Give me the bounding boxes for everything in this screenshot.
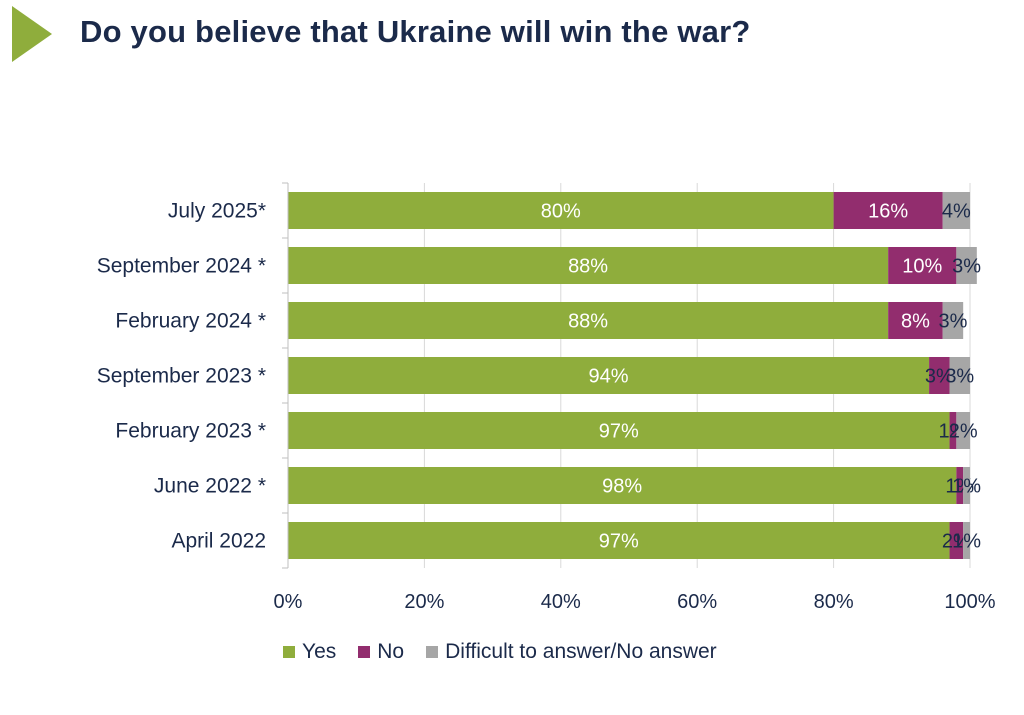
x-tick-label: 100%	[944, 591, 995, 613]
bar-segment	[942, 302, 964, 339]
data-label: 1%	[952, 531, 981, 553]
header-arrow-icon	[12, 6, 52, 62]
data-label: 94%	[589, 366, 629, 388]
x-tick-label: 60%	[677, 591, 717, 613]
chart-legend: Yes No Difficult to answer/No answer	[283, 640, 739, 664]
data-label: 88%	[568, 311, 608, 333]
chart-title: Do you believe that Ukraine will win the…	[80, 14, 751, 49]
bar-segment	[288, 302, 889, 339]
bar-segment	[833, 192, 943, 229]
bar-segment	[288, 467, 957, 504]
x-tick-label: 40%	[541, 591, 581, 613]
data-label: 4%	[942, 201, 971, 223]
category-label: February 2023 *	[115, 420, 266, 443]
data-label: 88%	[568, 256, 608, 278]
legend-item-difficult: Difficult to answer/No answer	[426, 640, 717, 664]
legend-label-no: No	[377, 640, 405, 663]
bar-segment	[949, 412, 957, 449]
x-tick-label: 20%	[404, 591, 444, 613]
bar-segment	[963, 467, 970, 504]
category-label: April 2022	[171, 530, 266, 553]
category-label: February 2024 *	[115, 310, 266, 333]
bar-segment	[942, 192, 970, 229]
category-label: September 2023 *	[97, 365, 266, 388]
bar-segment	[288, 192, 834, 229]
bar-segment	[288, 357, 930, 394]
bar-segment	[929, 357, 950, 394]
bar-segment	[888, 302, 943, 339]
legend-item-no: No	[358, 640, 404, 664]
stacked-bar-chart: July 2025* 80% 16% 4% September 2024 * 88% 10%…	[97, 182, 996, 613]
data-label: 3%	[945, 366, 974, 388]
bar-segment	[888, 247, 957, 284]
bar-segment	[288, 247, 889, 284]
legend-label-difficult: Difficult to answer/No answer	[445, 640, 717, 663]
data-label: 1%	[952, 476, 981, 498]
bar-segment	[949, 357, 970, 394]
data-label: 98%	[602, 476, 642, 498]
data-label: 8%	[901, 311, 930, 333]
legend-swatch-yes	[283, 646, 295, 658]
data-label: 97%	[599, 421, 639, 443]
data-label: 97%	[599, 531, 639, 553]
category-label: September 2024 *	[97, 255, 266, 278]
bar-segment	[963, 522, 970, 559]
data-label: 10%	[902, 256, 942, 278]
category-label: June 2022 *	[154, 475, 266, 498]
data-label: 2%	[949, 421, 978, 443]
legend-swatch-difficult	[426, 646, 439, 658]
category-label: July 2025*	[168, 200, 266, 223]
x-tick-label: 0%	[274, 591, 303, 613]
data-label: 3%	[952, 256, 981, 278]
legend-label-yes: Yes	[302, 640, 337, 663]
legend-item-yes: Yes	[283, 640, 336, 664]
data-label: 16%	[868, 201, 908, 223]
bar-segment	[956, 247, 977, 284]
bar-segment	[288, 412, 950, 449]
bar-segment	[949, 522, 964, 559]
bar-segment	[288, 522, 950, 559]
data-label: 80%	[541, 201, 581, 223]
bar-segment	[956, 467, 964, 504]
legend-swatch-no	[358, 646, 371, 658]
bar-segment	[956, 412, 970, 449]
data-label: 3%	[925, 366, 954, 388]
x-tick-label: 80%	[814, 591, 854, 613]
data-label: 3%	[938, 311, 967, 333]
